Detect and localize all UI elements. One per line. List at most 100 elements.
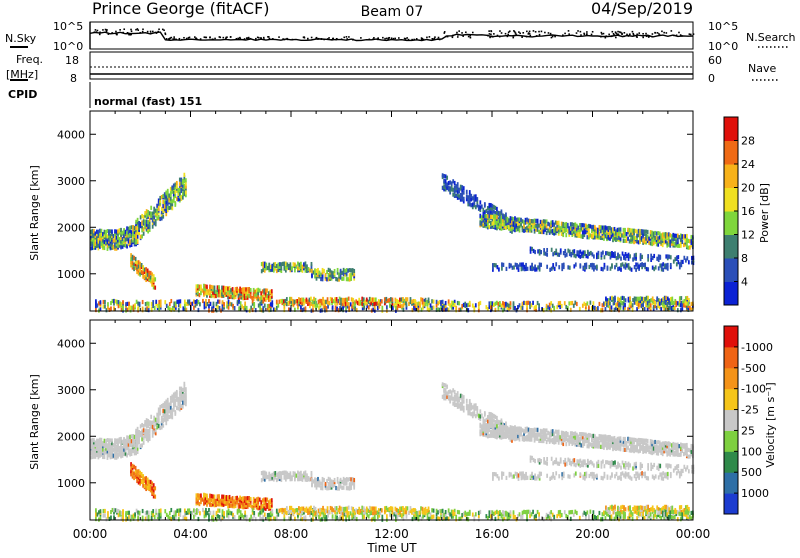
colorbar-segment	[724, 164, 738, 188]
power-pixel	[543, 308, 545, 312]
velocity-pixel	[336, 506, 338, 510]
power-pixel	[443, 179, 445, 183]
power-pixel	[623, 306, 625, 310]
velocity-pixel	[98, 439, 100, 443]
power-pixel	[554, 267, 556, 271]
power-pixel	[151, 272, 153, 276]
power-pixel	[519, 303, 521, 307]
power-pixel	[602, 226, 604, 230]
power-pixel	[352, 298, 354, 302]
power-pixel	[226, 301, 228, 305]
power-pixel	[652, 256, 654, 260]
velocity-pixel	[420, 506, 422, 510]
power-pixel	[152, 216, 154, 220]
power-pixel	[582, 230, 584, 234]
velocity-pixel	[455, 393, 457, 397]
velocity-pixel	[280, 471, 282, 475]
power-pixel	[525, 267, 527, 271]
power-pixel	[266, 294, 268, 298]
velocity-pixel	[135, 466, 137, 470]
velocity-pixel	[158, 407, 160, 411]
velocity-pixel	[218, 502, 220, 506]
power-pixel	[386, 305, 388, 309]
power-pixel	[187, 300, 189, 304]
velocity-pixel	[123, 437, 125, 441]
power-pixel	[413, 299, 415, 303]
power-pixel	[616, 256, 618, 260]
power-pixel	[170, 187, 172, 191]
power-pixel	[582, 254, 584, 258]
power-pixel	[613, 297, 615, 301]
power-pixel	[346, 268, 348, 272]
velocity-pixel	[254, 499, 256, 503]
power-pixel	[139, 302, 141, 306]
search-noise-dot	[170, 37, 172, 39]
power-pixel	[532, 224, 534, 228]
velocity-pixel	[142, 474, 144, 478]
power-pixel	[678, 235, 680, 239]
velocity-pixel	[289, 471, 291, 475]
power-pixel	[200, 284, 202, 288]
velocity-pixel	[317, 512, 319, 516]
power-pixel	[144, 268, 146, 272]
power-pixel	[413, 306, 415, 310]
search-noise-dot	[183, 37, 185, 39]
search-noise-dot	[164, 32, 166, 34]
power-pixel	[495, 302, 497, 306]
velocity-pixel	[458, 403, 460, 407]
power-pixel	[499, 218, 501, 222]
velocity-pixel	[466, 403, 468, 407]
power-pixel	[553, 223, 555, 227]
power-pixel	[130, 306, 132, 310]
velocity-pixel	[321, 508, 323, 512]
velocity-pixel	[103, 509, 105, 513]
power-pixel	[513, 265, 515, 269]
power-pixel	[333, 299, 335, 303]
velocity-pixel	[232, 513, 234, 517]
velocity-pixel	[167, 411, 169, 415]
power-pixel	[305, 306, 307, 310]
velocity-pixel	[133, 476, 135, 480]
power-pixel	[558, 265, 560, 269]
power-pixel	[320, 273, 322, 277]
search-noise-dot	[680, 34, 682, 36]
velocity-pixel	[321, 517, 323, 521]
velocity-pixel	[467, 404, 469, 408]
power-pixel	[674, 257, 676, 261]
power-pixel	[269, 296, 271, 300]
power-pixel	[558, 221, 560, 225]
velocity-pixel	[161, 416, 163, 420]
power-pixel	[165, 205, 167, 209]
search-noise-dot	[327, 38, 329, 40]
power-pixel	[315, 302, 317, 306]
power-pixel	[373, 297, 375, 301]
velocity-pixel	[370, 506, 372, 510]
power-pixel	[496, 215, 498, 219]
power-pixel	[104, 300, 106, 304]
velocity-pixel	[221, 495, 223, 499]
velocity-pixel	[269, 505, 271, 509]
power-pixel	[591, 263, 593, 267]
power-pixel	[590, 251, 592, 255]
velocity-pixel	[199, 494, 201, 498]
colorbar-tick-label: 12	[741, 229, 755, 242]
power-pixel	[519, 217, 521, 221]
search-noise-dot	[316, 37, 318, 39]
power-pixel	[151, 306, 153, 310]
power-pixel	[293, 262, 295, 266]
power-pixel	[569, 250, 571, 254]
search-noise-dot	[512, 37, 514, 39]
velocity-pixel	[137, 435, 139, 439]
power-pixel	[669, 306, 671, 310]
power-pixel	[131, 225, 133, 229]
search-noise-dot	[529, 31, 531, 33]
power-pixel	[550, 221, 552, 225]
search-noise-dot	[263, 39, 265, 41]
velocity-pixel	[215, 499, 217, 503]
power-pixel	[626, 254, 628, 258]
power-pixel	[370, 297, 372, 301]
velocity-pixel	[309, 510, 311, 514]
power-pixel	[589, 301, 591, 305]
power-pixel	[179, 178, 181, 182]
power-pixel	[676, 262, 678, 266]
